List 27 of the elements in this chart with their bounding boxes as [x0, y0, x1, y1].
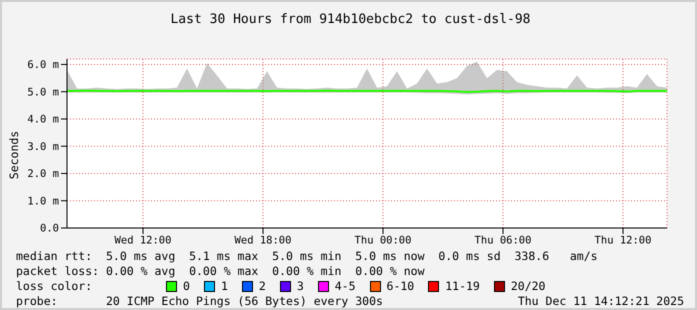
y-tick-label: 2.0 m — [27, 168, 59, 180]
x-tick-label: Thu 06:00 — [474, 234, 532, 246]
chart-title: Last 30 Hours from 914b10ebcbc2 to cust-dsl-98 — [169, 12, 532, 27]
x-tick-label: Thu 12:00 — [594, 234, 652, 246]
x-tick-label: Wed 12:00 — [114, 234, 172, 246]
y-tick-label: 3.0 m — [27, 140, 59, 153]
legend-label: 20/20 — [510, 279, 546, 294]
text: Thu Dec 11 14:12:21 2025 — [518, 294, 684, 309]
legend-title: loss color: — [16, 279, 94, 294]
y-tick-label: 6.0 m — [27, 59, 59, 72]
text: probe: 20 ICMP Echo Pings (56 Bytes) every 300s — [16, 294, 383, 309]
y-tick-label: 0.0 — [40, 222, 59, 235]
x-tick-label: Wed 18:00 — [234, 234, 292, 246]
legend-label: 1 — [220, 279, 228, 294]
y-axis-title: Seconds — [7, 130, 21, 180]
text: median rtt: 5.0 ms avg 5.1 ms max 5.0 ms min 5.0 ms now 0.0 ms sd 338.6 am/s — [16, 249, 599, 264]
legend-label: 0 — [182, 279, 190, 294]
text: packet loss: 0.00 % avg 0.00 % max 0.00 % min 0.00 % now — [16, 264, 426, 279]
x-tick-label: Thu 00:00 — [354, 234, 412, 246]
legend-label: 2 — [258, 279, 266, 294]
y-tick-label: 4.0 m — [27, 114, 59, 126]
legend-label: 4-5 — [334, 279, 356, 294]
legend-label: 6-10 — [386, 279, 414, 294]
y-tick-label: 5.0 m — [27, 86, 59, 98]
legend-label: 3 — [296, 279, 304, 294]
legend-label: 11-19 — [444, 279, 480, 294]
y-tick-label: 1.0 m — [27, 195, 59, 208]
